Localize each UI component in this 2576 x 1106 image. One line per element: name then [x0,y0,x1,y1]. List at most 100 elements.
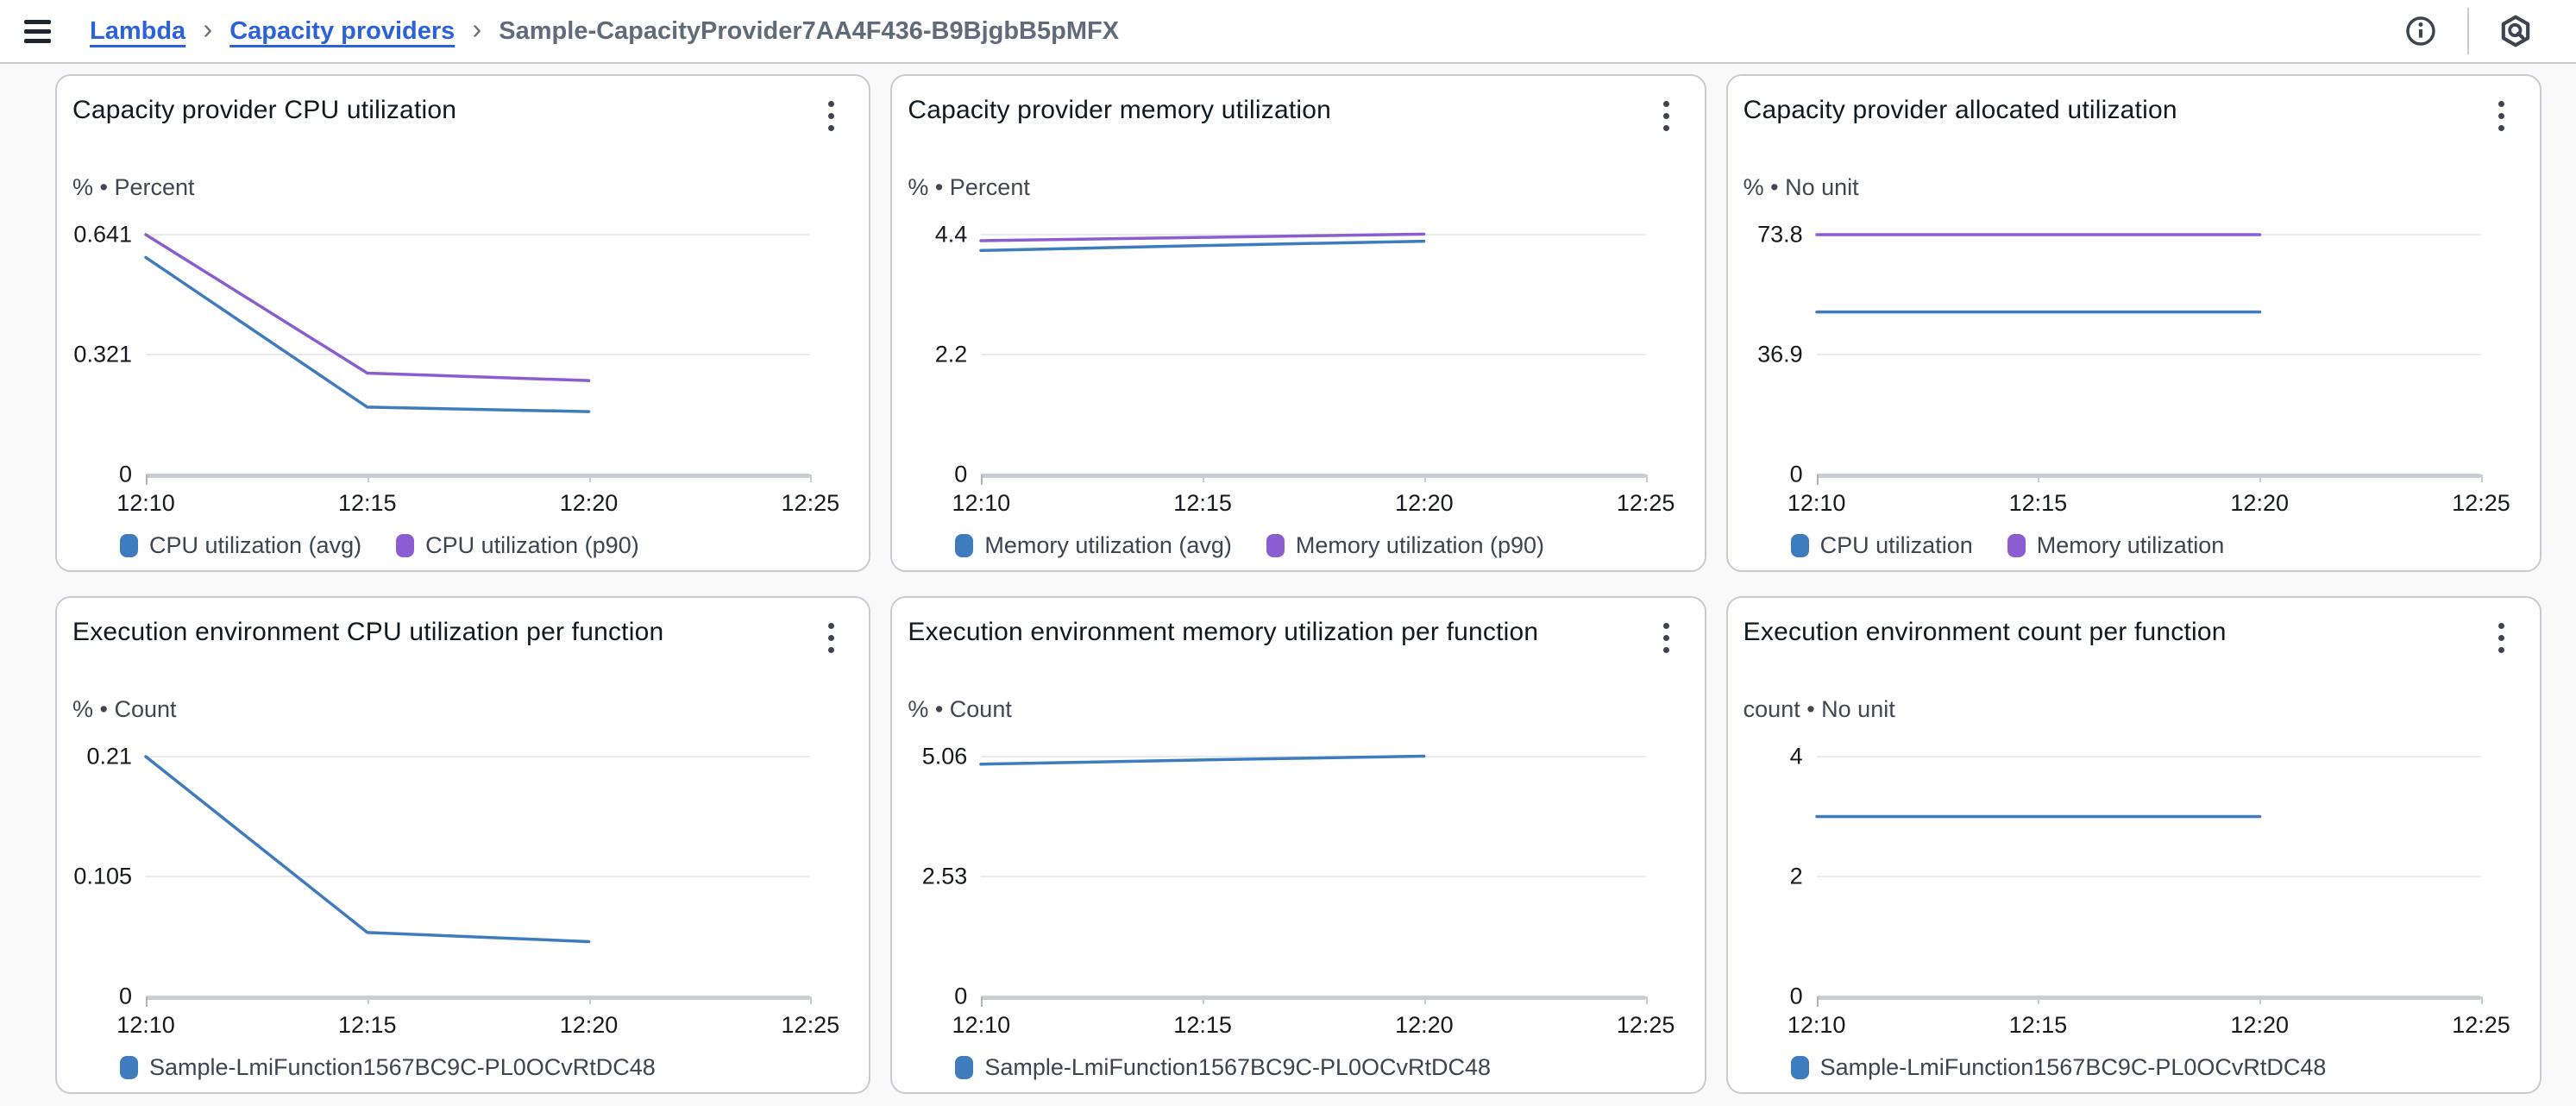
gridline [146,354,811,356]
breadcrumb-link-lambda[interactable]: Lambda [90,16,186,45]
legend-item: Memory utilization (p90) [1266,532,1544,559]
amazon-q-icon[interactable] [2493,9,2538,53]
x-axis-tick-label: 12:10 [1787,490,1846,517]
chart-card: Execution environment count per function… [1725,596,2541,1094]
x-axis-labels: 12:10 12:15 12:20 12:25 [952,490,1675,518]
legend-swatch [1266,533,1285,557]
x-axis-tick [1816,474,1819,486]
y-axis-tick-label: 0 [118,461,132,487]
series-line [981,242,1424,251]
x-axis-tick [2259,996,2262,1005]
x-axis-tick [2480,996,2483,1005]
y-axis-tick-label: 0.21 [86,743,132,770]
chart-title: Execution environment memory utilization… [908,618,1539,646]
gridline [1816,876,2481,878]
kebab-menu-icon[interactable] [812,91,850,140]
chart-lines [981,235,1645,474]
x-axis-tick [367,474,369,483]
chart-card: Capacity provider CPU utilization % • Pe… [55,74,871,572]
legend-swatch [120,533,138,557]
y-axis-tick-label: 36.9 [1757,341,1803,368]
x-axis-line [1816,474,2481,479]
x-axis-tick-label: 12:10 [952,490,1011,517]
gridline [1816,354,2481,356]
legend-item: Memory utilization (avg) [955,532,1232,559]
x-axis-tick-label: 12:15 [1173,490,1232,517]
kebab-menu-icon[interactable] [2483,613,2521,662]
legend-swatch [1790,1055,1809,1079]
legend-label: Memory utilization (avg) [984,531,1232,558]
kebab-menu-icon[interactable] [1648,91,1686,140]
nav-right-icons [2398,8,2538,54]
y-axis-tick-label: 2 [1789,863,1803,889]
chart-legend: Sample-LmiFunction1567BC9C-PL0OCvRtDC48 [1790,1053,2524,1082]
kebab-menu-icon[interactable] [1648,613,1686,662]
gridline [1816,756,2481,758]
legend-swatch [955,1055,974,1079]
chart-unit-label: % • Percent [908,174,1030,201]
x-axis-line [146,996,811,1001]
x-axis-tick-label: 12:15 [2008,1012,2068,1039]
y-axis-tick-label: 0 [1789,461,1803,487]
legend-label: CPU utilization (avg) [149,531,362,558]
x-axis-tick [981,996,983,1008]
x-axis-labels: 12:10 12:15 12:20 12:25 [1787,1012,2510,1040]
breadcrumb-link-capacity-providers[interactable]: Capacity providers [229,16,456,45]
y-axis-tick-label: 2.2 [934,341,968,368]
x-axis-tick [2259,474,2262,483]
x-axis-labels: 12:10 12:15 12:20 12:25 [952,1012,1675,1040]
x-axis-tick-label: 12:20 [559,1012,619,1039]
gridline [146,234,811,236]
x-axis-tick [1816,996,1819,1008]
legend-swatch [2007,533,2026,557]
x-axis-tick-label: 12:25 [781,1012,840,1039]
x-axis-tick-label: 12:25 [781,490,840,517]
plot-area: 4.4 2.2 0 12:10 12:15 12:20 12:25 [935,222,1675,517]
legend-swatch [955,533,974,557]
series-line [146,757,589,941]
legend-item: CPU utilization (avg) [120,532,361,559]
chart-card: Execution environment memory utilization… [890,596,1706,1094]
y-axis-tick-label: 0 [1789,983,1803,1009]
x-axis-tick [981,474,983,486]
top-navigation-bar: Lambda › Capacity providers › Sample-Cap… [0,0,2576,64]
chart-card: Capacity provider allocated utilization … [1725,74,2541,572]
chart-title: Execution environment count per function [1743,618,2227,646]
chart-title: Capacity provider CPU utilization [72,96,457,124]
chart-unit-label: % • Count [908,696,1012,723]
legend-swatch [396,533,415,557]
chart-area: 4 2 0 12:10 12:15 12:20 12:25 [1744,723,2524,1040]
x-axis-tick-label: 12:15 [1173,1012,1232,1039]
x-axis-tick-label: 12:15 [337,1012,397,1039]
chart-area: 5.06 2.53 0 12:10 12:15 12:20 12:25 [908,723,1688,1040]
x-axis-labels: 12:10 12:15 12:20 12:25 [116,1012,839,1040]
legend-swatch [120,1055,138,1079]
chart-lines [146,757,810,996]
x-axis-tick-label: 12:20 [2230,490,2289,517]
x-axis-tick-label: 12:25 [2452,1012,2510,1039]
legend-item: CPU utilization (p90) [396,532,639,559]
x-axis-tick-label: 12:25 [2452,490,2510,517]
chart-area: 0.641 0.321 0 12:10 12:15 12:20 12:25 [72,201,853,518]
hamburger-menu-icon[interactable] [24,11,64,51]
x-axis-tick-label: 12:20 [559,490,619,517]
charts-grid: Capacity provider CPU utilization % • Pe… [55,74,2541,1094]
plot-area: 5.06 2.53 0 12:10 12:15 12:20 12:25 [922,744,1675,1039]
legend-label: CPU utilization [1819,531,1973,558]
plot-area: 0.21 0.105 0 12:10 12:15 12:20 12:25 [73,744,839,1039]
legend-item: Sample-LmiFunction1567BC9C-PL0OCvRtDC48 [120,1054,656,1081]
kebab-menu-icon[interactable] [2483,91,2521,140]
series-line [981,235,1424,242]
info-icon[interactable] [2398,9,2443,53]
x-axis-tick [810,996,813,1005]
x-axis-tick-label: 12:10 [1787,1012,1846,1039]
legend-item: CPU utilization [1790,531,1973,559]
y-axis-tick-label: 4 [1789,743,1803,770]
kebab-menu-icon[interactable] [812,613,850,662]
legend-item: Sample-LmiFunction1567BC9C-PL0OCvRtDC48 [1790,1054,2326,1081]
x-axis-tick [588,474,591,483]
chart-area: 0.21 0.105 0 12:10 12:15 12:20 12:25 [72,723,853,1040]
x-axis-tick [146,996,148,1008]
x-axis-tick [1423,996,1426,1005]
chart-legend: Memory utilization (avg) Memory utilizati… [955,531,1688,560]
